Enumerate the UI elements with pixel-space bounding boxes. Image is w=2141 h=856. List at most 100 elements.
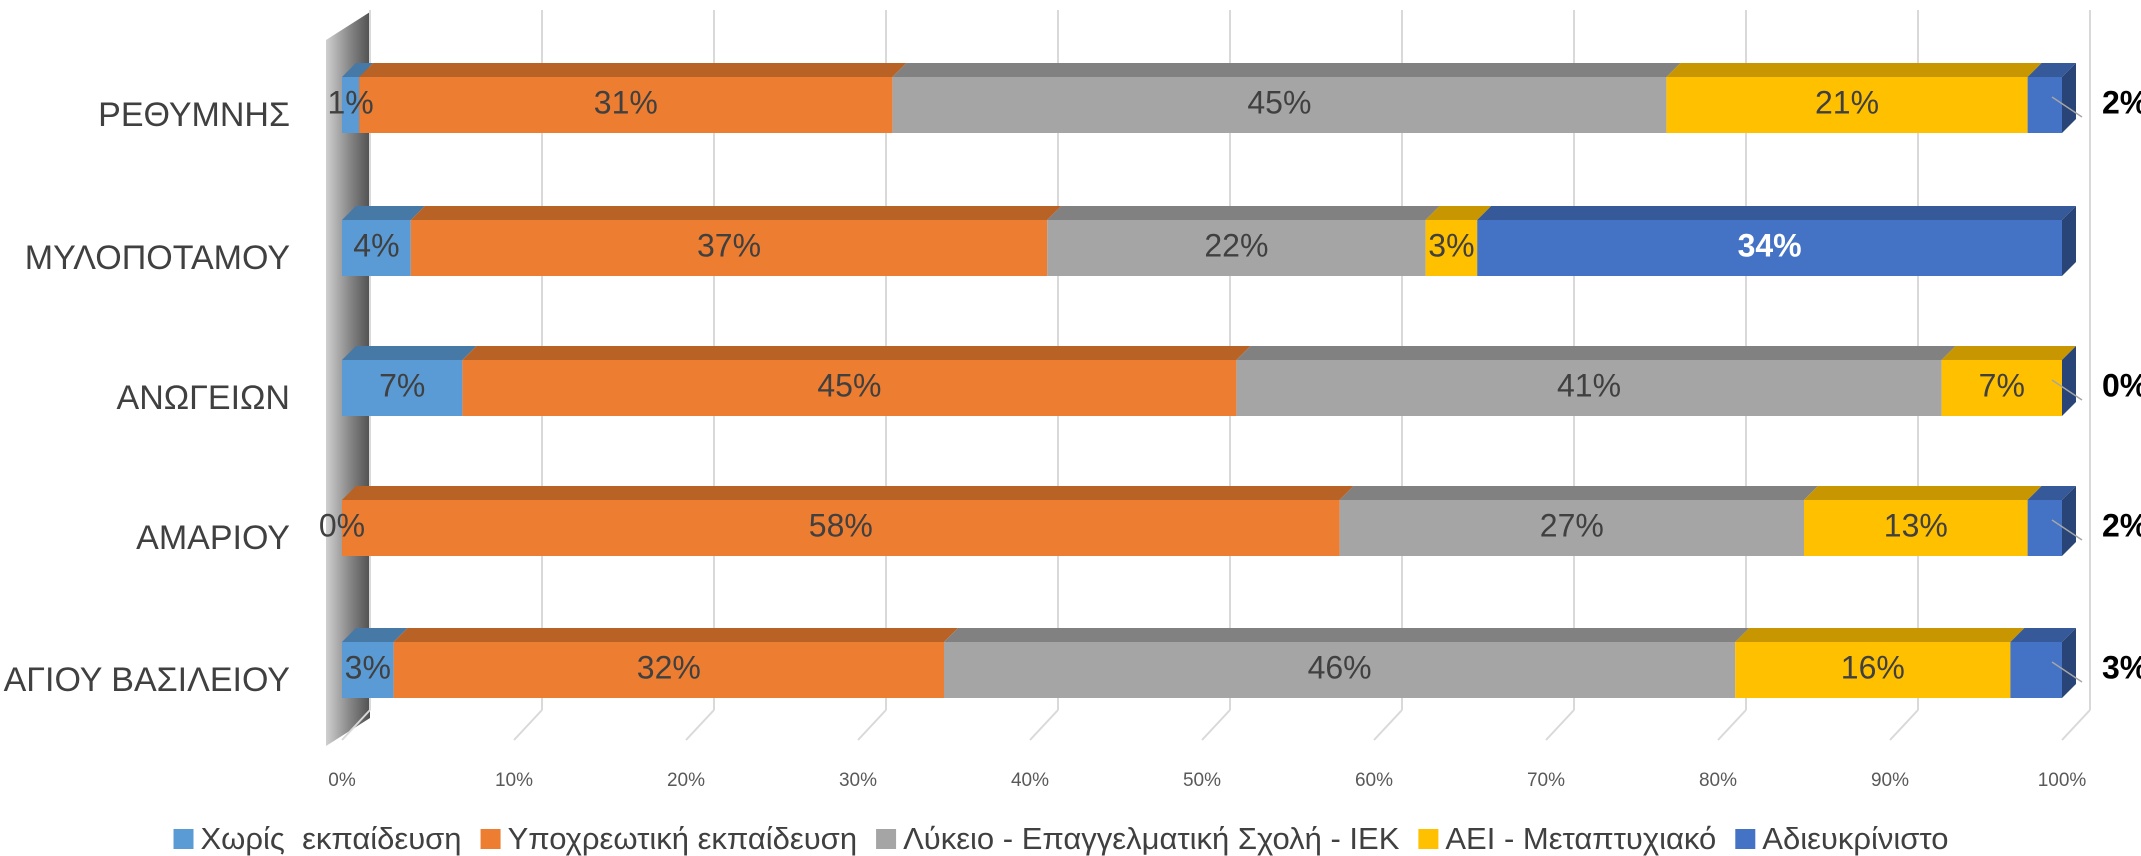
data-label: 31%	[594, 84, 658, 120]
data-label: 2%	[2102, 507, 2141, 543]
bar-top	[1804, 486, 2042, 500]
data-label: 3%	[2102, 649, 2141, 685]
legend-label: Αδιευκρίνιστο	[1762, 821, 1948, 856]
legend-label: Υποχρεωτική εκπαίδευση	[508, 821, 858, 856]
data-label: 21%	[1815, 84, 1879, 120]
legend-swatch	[173, 829, 194, 849]
data-label: 0%	[2102, 367, 2141, 403]
bar-top	[2027, 63, 2076, 77]
bar-top	[342, 628, 408, 642]
bar-top	[359, 63, 907, 77]
bar-top	[342, 486, 1354, 500]
label-leader	[2051, 661, 2083, 683]
bar-top	[1477, 206, 2076, 220]
data-label: 45%	[817, 367, 881, 403]
bar	[342, 642, 394, 698]
legend-swatch	[1418, 829, 1439, 849]
category-label: ΜΥΛΟΠΟΤΑΜΟΥ	[25, 239, 290, 277]
data-label: 3%	[345, 649, 391, 685]
bar	[359, 77, 893, 133]
grid-floor	[1889, 709, 1919, 741]
data-label: 4%	[353, 227, 399, 263]
bar	[342, 500, 1340, 556]
x-tick-label: 40%	[1011, 770, 1049, 791]
category-label: ΑΓΙΟΥ ΒΑΣΙΛΕΙΟΥ	[4, 661, 290, 699]
bar-top	[342, 346, 477, 360]
legend-swatch	[1735, 829, 1756, 849]
data-label: 41%	[1557, 367, 1621, 403]
bar	[1735, 642, 2011, 698]
bar	[393, 642, 945, 698]
data-label: 1%	[327, 84, 373, 120]
bar-side	[2062, 346, 2076, 416]
bar-top	[1047, 206, 1440, 220]
x-tick-label: 0%	[328, 770, 356, 791]
legend-swatch	[876, 829, 897, 849]
bar	[1425, 220, 1478, 276]
data-label: 7%	[379, 367, 425, 403]
legend-label: ΑΕΙ - Μεταπτυχιακό	[1445, 821, 1716, 856]
grid-floor	[2061, 709, 2091, 741]
bar	[342, 77, 360, 133]
data-label: 3%	[1428, 227, 1474, 263]
bar-side	[2062, 628, 2076, 698]
grid-floor	[1029, 709, 1059, 741]
data-label: 0%	[319, 507, 365, 543]
category-label: ΡΕΘΥΜΝΗΣ	[98, 96, 290, 134]
bar	[892, 77, 1667, 133]
x-tick-label: 30%	[839, 770, 877, 791]
bar-top	[410, 206, 1062, 220]
data-label: 46%	[1308, 649, 1372, 685]
bar	[1339, 500, 1804, 556]
data-label: 45%	[1247, 84, 1311, 120]
bar-top	[2010, 628, 2076, 642]
bar	[342, 360, 463, 416]
x-tick-label: 80%	[1699, 770, 1737, 791]
data-label: 34%	[1738, 227, 1802, 263]
bar	[944, 642, 1736, 698]
bar-top	[1941, 346, 2076, 360]
bar	[2027, 77, 2062, 133]
bar-side	[2062, 63, 2076, 133]
bar	[1047, 220, 1426, 276]
legend-label: Χωρίς εκπαίδευση	[201, 821, 462, 856]
bar-top	[1425, 206, 1492, 220]
grid-floor	[1373, 709, 1403, 741]
grid-floor	[857, 709, 887, 741]
x-tick-label: 100%	[2038, 770, 2087, 791]
x-tick-label: 20%	[667, 770, 705, 791]
grid-floor	[341, 709, 371, 741]
bar	[2027, 500, 2062, 556]
x-tick-label: 60%	[1355, 770, 1393, 791]
data-label: 16%	[1841, 649, 1905, 685]
data-label: 32%	[637, 649, 701, 685]
bar-top	[944, 628, 1750, 642]
bar-top	[2027, 486, 2076, 500]
label-leader	[2051, 96, 2083, 118]
bar-top	[892, 63, 1681, 77]
x-tick-label: 10%	[495, 770, 533, 791]
legend-label: Λύκειο - Επαγγελματική Σχολή - ΙΕΚ	[903, 821, 1400, 856]
grid-floor	[513, 709, 543, 741]
bar-top	[393, 628, 959, 642]
bar	[1477, 220, 2062, 276]
bar-side	[2062, 486, 2076, 556]
grid-floor	[1717, 709, 1747, 741]
bar-top	[342, 63, 374, 77]
bar	[410, 220, 1048, 276]
bar	[462, 360, 1237, 416]
x-tick-label: 70%	[1527, 770, 1565, 791]
data-label: 2%	[2102, 84, 2141, 120]
label-leader	[2051, 379, 2083, 401]
bar-top	[462, 346, 1251, 360]
label-leader	[2051, 519, 2083, 541]
bar	[2010, 642, 2062, 698]
bar-top	[1339, 486, 1818, 500]
data-label: 13%	[1884, 507, 1948, 543]
bar	[1236, 360, 1942, 416]
data-label: 58%	[809, 507, 873, 543]
bar-top	[1236, 346, 1956, 360]
data-label: 7%	[1979, 367, 2025, 403]
data-label: 37%	[697, 227, 761, 263]
